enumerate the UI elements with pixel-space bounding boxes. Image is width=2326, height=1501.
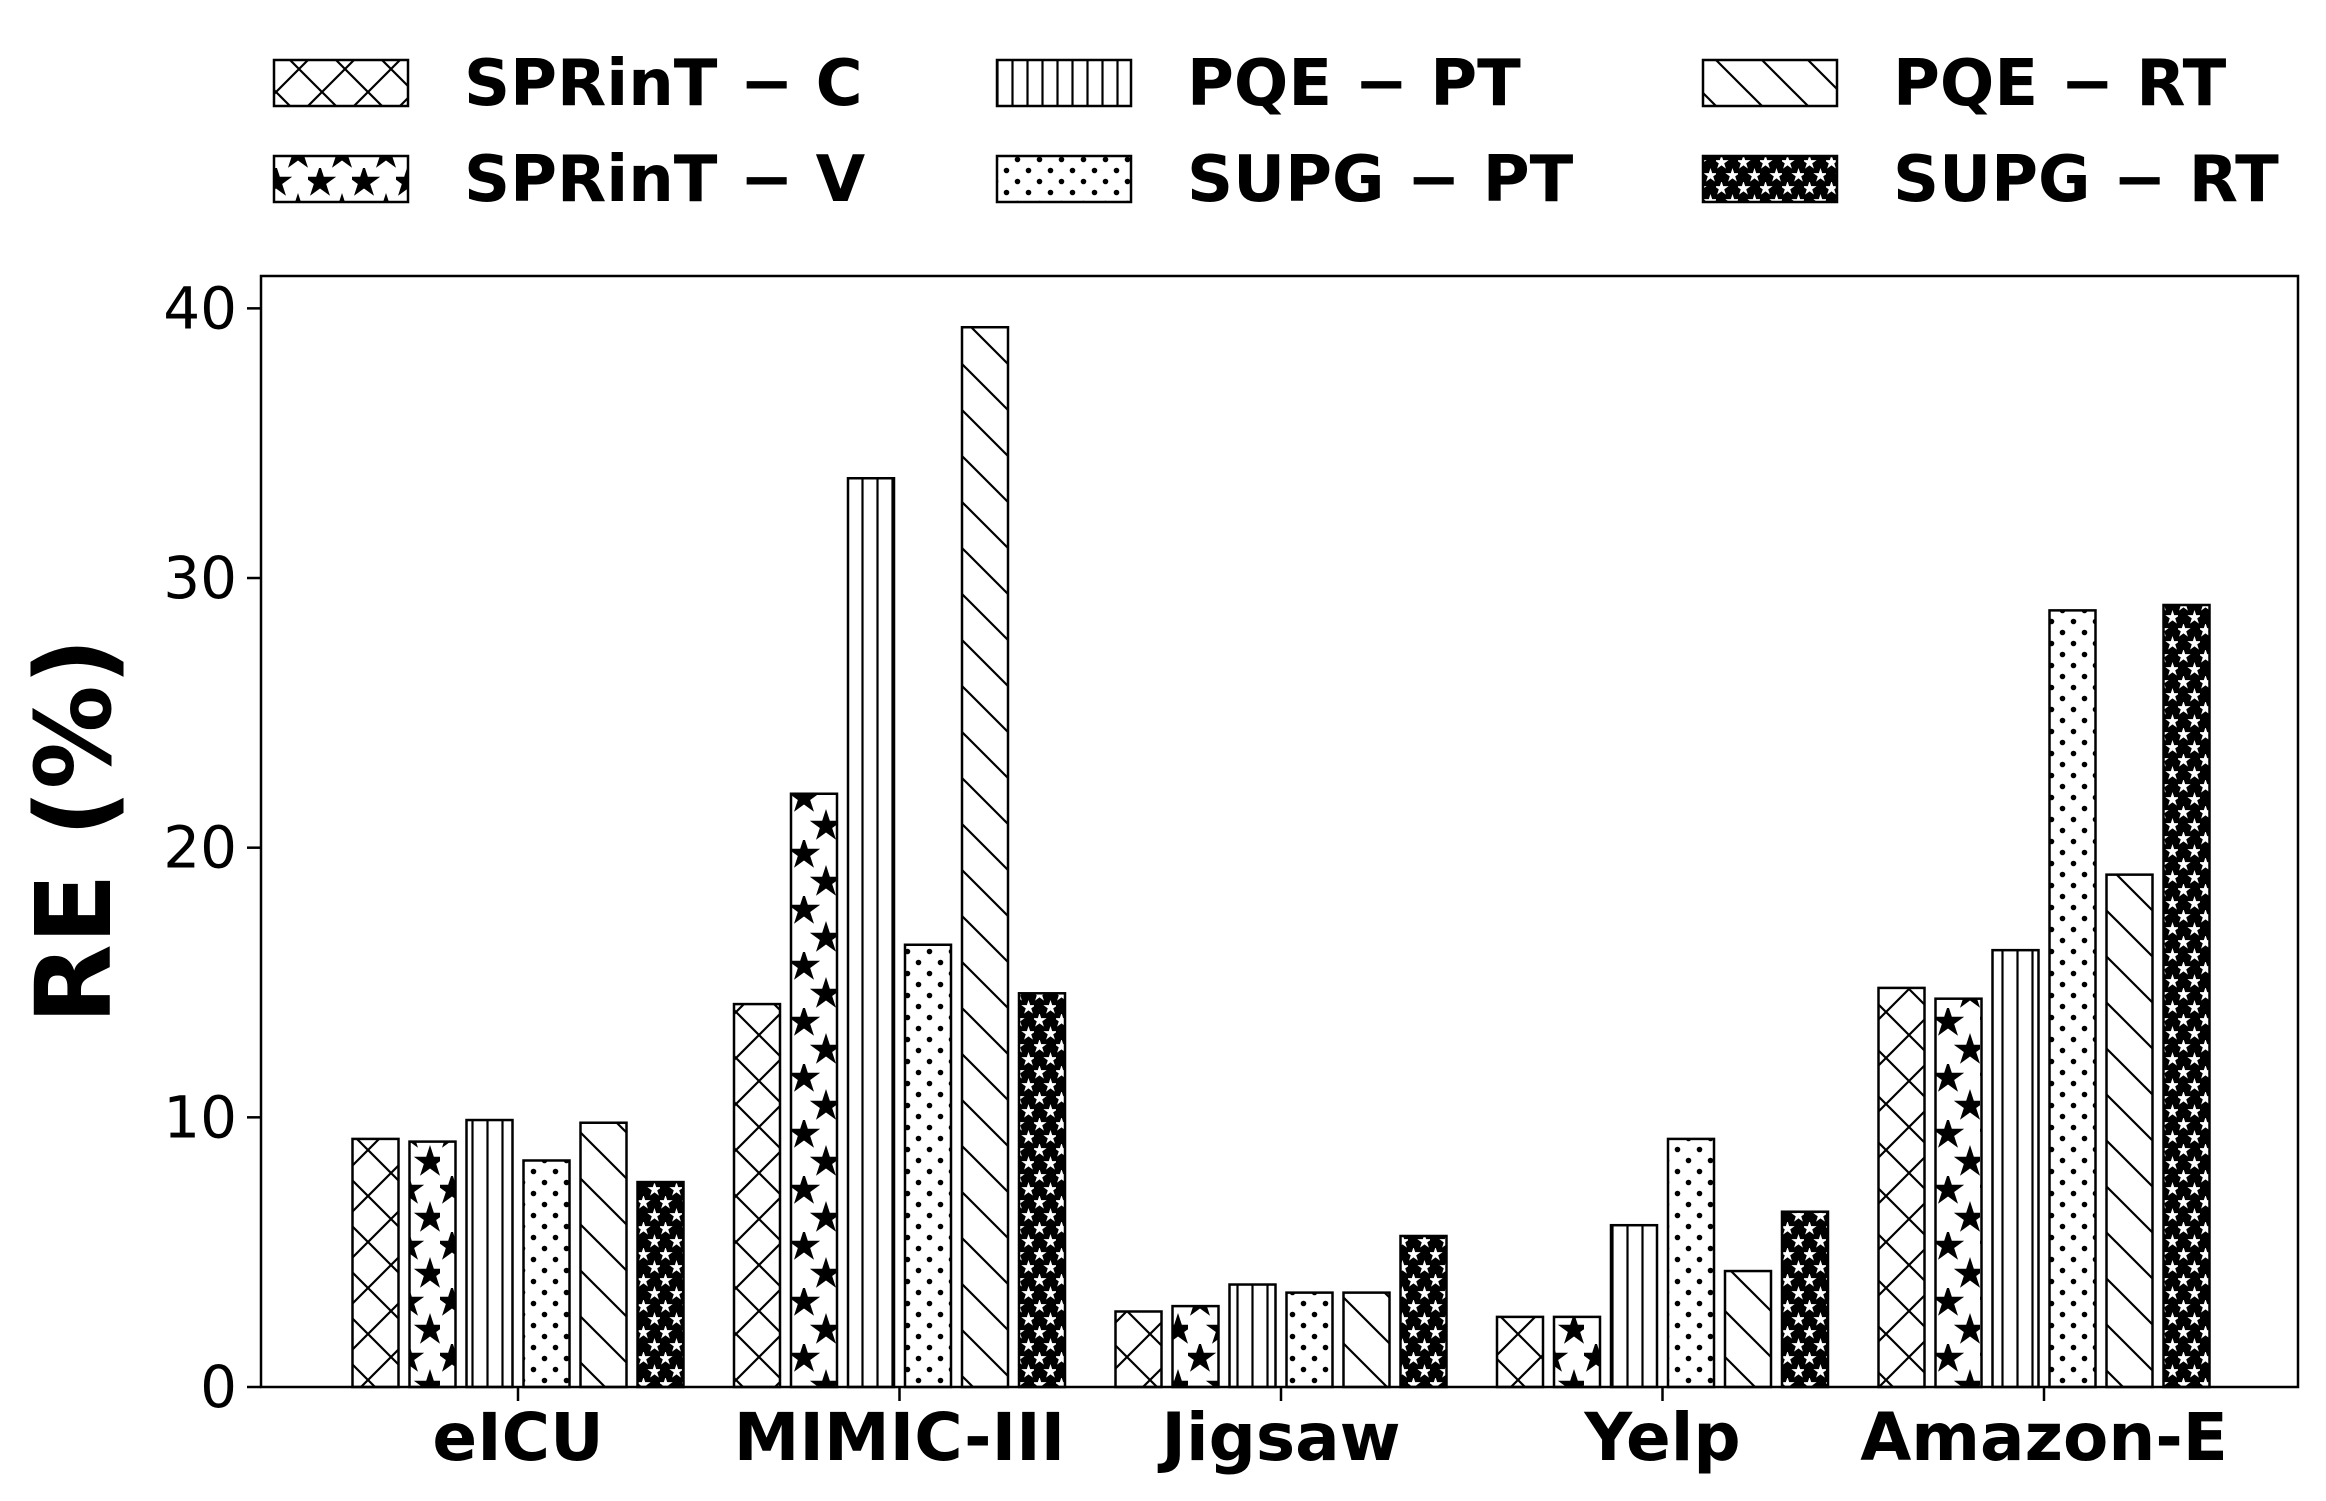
bar-yelp-sprint-c [1495, 1315, 1545, 1389]
y-axis-label: RE (%) [13, 638, 135, 1025]
legend-label: PQE − PT [1187, 47, 1521, 121]
bar-mimic-iii-pqe-pt [846, 476, 896, 1389]
x-tick-label: Amazon-E [1860, 1399, 2228, 1476]
legend-item-pqe-pt: PQE − PT [995, 47, 1521, 121]
bar-amazon-e-pqe-pt [1991, 948, 2040, 1389]
bar-eicu-pqe-pt [465, 1118, 514, 1389]
legend-label: SPRinT − C [464, 47, 863, 121]
bar-mimic-iii-sprint-v [789, 792, 839, 1389]
legend-swatch [1701, 154, 1839, 204]
bar-amazon-e-pqe-rt [2105, 873, 2154, 1389]
legend-label: SUPG − PT [1187, 143, 1574, 217]
bar-jigsaw-supg-pt [1285, 1291, 1334, 1389]
x-tick-label: MIMIC-III [734, 1399, 1065, 1476]
bar-jigsaw-pqe-pt [1228, 1283, 1277, 1389]
bar-amazon-e-sprint-v [1934, 997, 1983, 1389]
legend: SPRinT − C SPRinT − V PQE − PT SUPG − PT PQE… [272, 47, 2279, 217]
legend-swatch [1701, 58, 1839, 108]
bar-eicu-supg-rt [636, 1180, 685, 1389]
y-tick-label: 0 [200, 1353, 237, 1421]
bar-mimic-iii-sprint-c [732, 1002, 782, 1389]
x-tick-label: eICU [432, 1399, 603, 1476]
legend-label: SUPG − RT [1893, 143, 2279, 217]
bar-amazon-e-supg-rt [2162, 603, 2211, 1389]
bar-eicu-sprint-v [408, 1140, 457, 1389]
bar-amazon-e-sprint-c [1877, 986, 1926, 1389]
bar-mimic-iii-pqe-rt [960, 325, 1010, 1389]
y-tick-label: 10 [163, 1083, 237, 1151]
bar-eicu-supg-pt [522, 1159, 571, 1389]
bar-mimic-iii-supg-pt [903, 943, 953, 1389]
x-tick-label: Jigsaw [1157, 1399, 1400, 1476]
y-tick-label: 30 [163, 544, 237, 612]
bar-yelp-supg-rt [1780, 1210, 1830, 1389]
legend-swatch [272, 154, 410, 204]
legend-swatch [272, 58, 410, 108]
bar-jigsaw-pqe-rt [1342, 1291, 1391, 1389]
bar-jigsaw-supg-rt [1399, 1234, 1448, 1389]
legend-item-sprint-c: SPRinT − C [272, 47, 863, 121]
legend-label: PQE − RT [1893, 47, 2227, 121]
plot-frame [259, 274, 2300, 1389]
bar-mimic-iii-supg-rt [1017, 992, 1067, 1389]
y-tick-label: 40 [163, 274, 237, 342]
bar-yelp-pqe-rt [1723, 1269, 1773, 1389]
x-tick-label: Yelp [1583, 1399, 1740, 1476]
bar-jigsaw-sprint-c [1114, 1310, 1163, 1389]
y-tick-label: 20 [163, 814, 237, 882]
legend-item-supg-rt: SUPG − RT [1701, 143, 2279, 217]
legend-item-supg-pt: SUPG − PT [995, 143, 1574, 217]
bar-yelp-supg-pt [1666, 1137, 1716, 1389]
x-axis: eICU MIMIC-III Jigsaw Yelp Amazon-E [432, 1387, 2228, 1476]
bar-eicu-sprint-c [351, 1137, 400, 1389]
bar-yelp-pqe-pt [1609, 1223, 1659, 1389]
bar-yelp-sprint-v [1552, 1315, 1602, 1389]
bar-jigsaw-sprint-v [1171, 1304, 1220, 1389]
legend-swatch [995, 58, 1133, 108]
bar-eicu-pqe-rt [579, 1121, 628, 1389]
legend-label: SPRinT − V [464, 143, 866, 217]
legend-item-sprint-v: SPRinT − V [272, 143, 866, 217]
bars-group [351, 325, 2211, 1389]
y-axis: 0 10 20 30 40 [163, 274, 261, 1421]
plot-area: 0 10 20 30 40 eICU MIMIC-III Jigsaw Yelp Amazon-… [163, 274, 2300, 1476]
bar-amazon-e-supg-pt [2048, 609, 2097, 1389]
legend-item-pqe-rt: PQE − RT [1701, 47, 2227, 121]
legend-swatch [995, 154, 1133, 204]
